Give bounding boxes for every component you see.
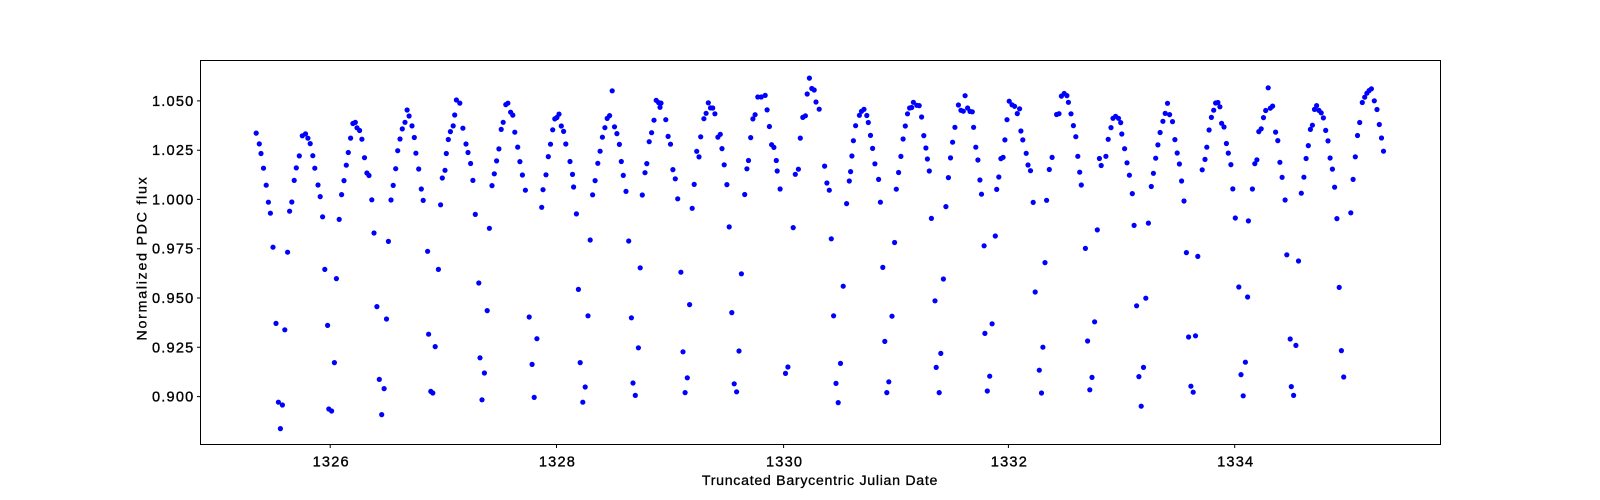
svg-text:1334: 1334 xyxy=(1217,455,1254,471)
svg-text:Normalized PDC flux: Normalized PDC flux xyxy=(134,176,150,341)
svg-text:0.950: 0.950 xyxy=(152,291,195,307)
svg-text:Truncated Barycentric Julian D: Truncated Barycentric Julian Date xyxy=(702,473,938,489)
svg-text:0.900: 0.900 xyxy=(152,390,195,406)
svg-text:1.050: 1.050 xyxy=(152,94,195,110)
svg-text:1328: 1328 xyxy=(539,455,576,471)
svg-text:1.025: 1.025 xyxy=(152,143,195,159)
svg-text:1.000: 1.000 xyxy=(152,192,195,208)
svg-text:1330: 1330 xyxy=(766,455,803,471)
svg-text:0.925: 0.925 xyxy=(152,340,195,356)
svg-text:0.975: 0.975 xyxy=(152,242,195,258)
svg-text:1326: 1326 xyxy=(313,455,350,471)
svg-text:1332: 1332 xyxy=(991,455,1028,471)
